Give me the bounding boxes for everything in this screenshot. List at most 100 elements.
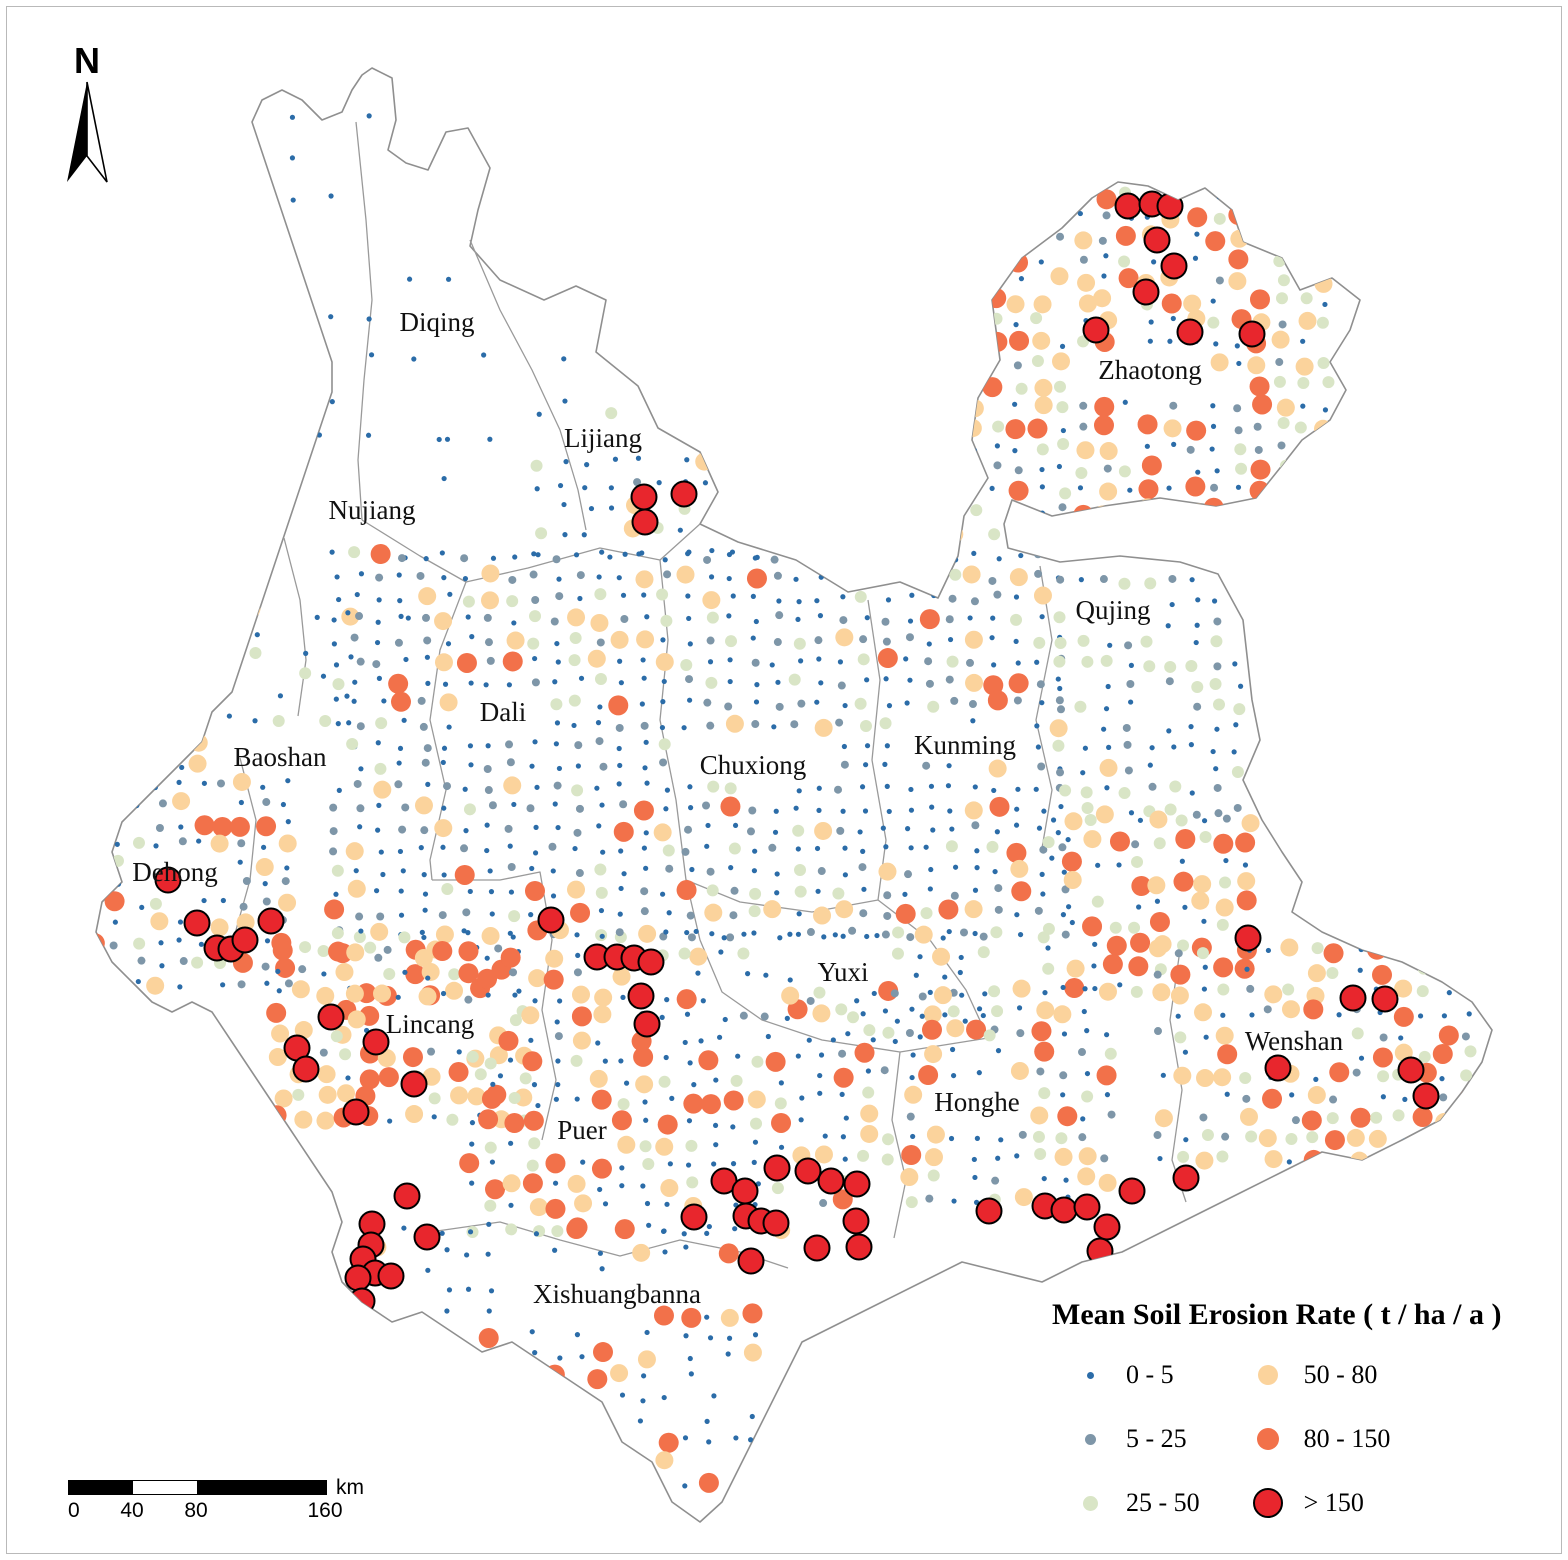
erosion-dot-c2: [1235, 462, 1248, 475]
erosion-dot-c0: [861, 886, 867, 892]
erosion-dot-c1: [419, 722, 428, 731]
erosion-dot-c4: [964, 271, 985, 292]
erosion-dot-c0: [641, 592, 647, 598]
erosion-dot-c0: [220, 982, 226, 988]
erosion-dot-c0: [838, 573, 844, 579]
erosion-dot-c0: [1182, 904, 1188, 910]
erosion-dot-c1: [483, 764, 492, 773]
erosion-dot-c2: [1245, 1130, 1258, 1143]
erosion-dot-c1: [994, 905, 1003, 914]
erosion-dot-c2: [1053, 380, 1066, 393]
erosion-dot-c2: [1377, 1070, 1390, 1083]
erosion-dot-c1: [703, 438, 712, 447]
erosion-dot-c3: [278, 893, 297, 912]
erosion-dot-c3: [1193, 875, 1212, 894]
erosion-dot-c0: [1192, 255, 1199, 261]
erosion-dot-c2: [1109, 921, 1122, 934]
erosion-dot-c3: [574, 1194, 593, 1213]
erosion-dot-c1: [994, 884, 1003, 893]
erosion-dot-c0: [617, 911, 623, 917]
erosion-dot-c1: [484, 638, 493, 647]
erosion-dot-c1: [356, 657, 365, 666]
erosion-dot-c1: [1058, 549, 1067, 558]
erosion-dot-c0: [1137, 817, 1144, 823]
legend-item: > 150: [1246, 1486, 1391, 1520]
erosion-dot-c0: [1325, 490, 1332, 496]
erosion-dot-c0: [484, 822, 490, 828]
erosion-dot-c4: [683, 1093, 704, 1114]
erosion-dot-c2: [1294, 421, 1307, 434]
erosion-dot-c1: [1242, 1094, 1251, 1103]
erosion-dot-c5: [1050, 1196, 1078, 1224]
erosion-dot-c1: [858, 863, 867, 872]
erosion-dot-c4: [919, 609, 940, 630]
erosion-dot-c0: [333, 696, 339, 702]
erosion-dot-c0: [1170, 315, 1176, 322]
erosion-dot-c0: [198, 941, 205, 947]
erosion-dot-c4: [478, 1327, 499, 1348]
erosion-dot-c2: [617, 1098, 630, 1111]
erosion-dot-c5: [344, 1264, 372, 1292]
erosion-dot-c4: [1186, 420, 1207, 441]
erosion-dot-c4: [328, 941, 349, 962]
scale-bar-segment: [197, 1481, 326, 1494]
erosion-dot-c0: [1063, 529, 1069, 535]
erosion-dot-c0: [751, 930, 757, 936]
erosion-dot-c4: [477, 968, 498, 989]
erosion-dot-c0: [1017, 931, 1024, 938]
erosion-dot-c0: [796, 911, 802, 917]
erosion-dot-c1: [770, 555, 779, 564]
erosion-dot-c0: [374, 639, 381, 646]
erosion-dot-c5: [842, 1207, 870, 1235]
erosion-dot-c0: [1117, 982, 1123, 988]
erosion-dot-c3: [635, 570, 654, 589]
erosion-dot-c2: [319, 714, 332, 727]
erosion-dot-c0: [817, 1090, 823, 1096]
erosion-dot-c0: [909, 1006, 915, 1012]
erosion-dot-c2: [737, 947, 750, 960]
erosion-dot-c3: [704, 903, 723, 922]
erosion-dot-c0: [974, 1135, 980, 1141]
erosion-dot-c4: [1228, 249, 1249, 270]
erosion-dot-c0: [439, 550, 445, 556]
erosion-dot-c2: [353, 931, 366, 944]
erosion-dot-c1: [883, 891, 892, 900]
erosion-dot-c1: [355, 912, 364, 921]
erosion-dot-c3: [617, 1135, 636, 1154]
erosion-dot-c1: [421, 758, 430, 767]
erosion-dot-c3: [1036, 1001, 1055, 1020]
erosion-dot-c0: [511, 801, 517, 808]
erosion-dot-c0: [947, 636, 954, 643]
erosion-dot-c0: [974, 213, 981, 219]
erosion-dot-c1: [945, 675, 954, 684]
erosion-dot-c1: [881, 930, 890, 939]
erosion-dot-c5: [1118, 1177, 1146, 1205]
erosion-dot-c1: [1131, 840, 1140, 849]
erosion-dot-c0: [816, 785, 822, 791]
erosion-dot-c3: [373, 1344, 392, 1363]
erosion-dot-c0: [617, 658, 623, 664]
erosion-dot-c3: [1188, 503, 1207, 522]
erosion-dot-c4: [1094, 396, 1115, 417]
erosion-dot-c0: [798, 658, 804, 664]
erosion-dot-c4: [895, 903, 916, 924]
erosion-dot-c1: [109, 941, 118, 950]
erosion-dot-c2: [1077, 634, 1090, 647]
erosion-dot-c3: [278, 834, 297, 853]
erosion-dot-c0: [640, 1398, 646, 1404]
region-label-kunming: Kunming: [914, 730, 1016, 760]
erosion-dot-c3: [1029, 208, 1048, 227]
erosion-dot-c1: [615, 928, 624, 937]
erosion-dot-c0: [940, 935, 946, 941]
erosion-dot-c0: [752, 1139, 759, 1145]
erosion-dot-c0: [910, 1052, 916, 1058]
erosion-dot-c0: [774, 890, 780, 896]
erosion-dot-c0: [774, 871, 780, 877]
erosion-dot-c0: [816, 656, 822, 662]
erosion-dot-c0: [380, 871, 386, 878]
erosion-dot-c2: [879, 717, 892, 730]
erosion-dot-c0: [1154, 898, 1161, 904]
erosion-dot-c0: [1235, 484, 1242, 490]
